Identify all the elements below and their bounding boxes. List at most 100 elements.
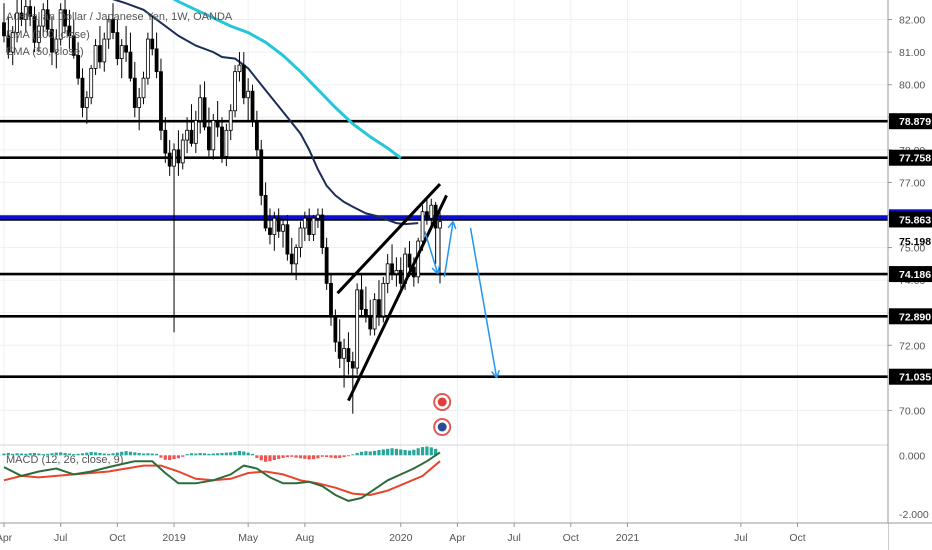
candle-body: [207, 126, 211, 151]
macd-histogram-bar: [390, 448, 394, 456]
candle-body: [268, 227, 272, 235]
candles: [2, 0, 442, 414]
macd-histogram-bar: [98, 452, 102, 456]
candle-body: [80, 77, 85, 108]
level-tag-bg: [889, 113, 932, 130]
candle-body: [398, 269, 403, 284]
macd-histogram-bar: [63, 452, 67, 456]
candle-body: [246, 90, 251, 99]
macd-histogram-bar: [377, 450, 381, 456]
macd-histogram-bar: [290, 455, 294, 457]
macd-histogram-bar: [19, 453, 24, 456]
y-tick-label: 75.00: [899, 243, 925, 255]
candle-body: [93, 45, 98, 69]
candle-body: [185, 129, 190, 141]
macd-line: [3, 451, 441, 502]
candle-body: [10, 32, 15, 53]
candle-body: [132, 77, 137, 108]
candle-body: [350, 361, 355, 369]
candle-body: [163, 129, 168, 154]
macd-histogram-bar: [237, 450, 242, 456]
candle-body: [176, 149, 181, 164]
macd-histogram-bar: [224, 452, 228, 456]
macd-histogram-bar: [320, 455, 324, 457]
japan-flag-icon: [437, 397, 447, 407]
candle-body: [276, 217, 281, 232]
y-tick-label: 81.00: [899, 47, 925, 59]
candle-body: [425, 211, 429, 219]
x-tick-label: 2019: [162, 532, 186, 544]
candle-body: [36, 25, 41, 43]
candle-body: [259, 149, 264, 196]
candle-body: [385, 263, 390, 284]
candle-body: [289, 253, 294, 265]
macd-histogram-bar: [163, 455, 167, 460]
macd-histogram-bar: [124, 451, 128, 456]
event-markers[interactable]: [433, 393, 452, 436]
projection-arrowhead: [491, 371, 498, 379]
macd-histogram-bar: [303, 455, 307, 459]
y-tick-label: 77.00: [899, 177, 925, 189]
candle-body: [67, 25, 72, 37]
macd-histogram-bar: [216, 453, 220, 456]
candle-body: [63, 9, 67, 27]
candle-body: [189, 129, 194, 144]
candle-body: [390, 263, 394, 275]
candle-body: [193, 120, 198, 144]
y-tick-label: 72.00: [899, 340, 925, 352]
level-tag-label: 75.863: [899, 214, 931, 226]
y-tick-label: 82.00: [899, 15, 925, 27]
candle-body: [128, 51, 133, 79]
macd-histogram-bar: [89, 452, 93, 456]
candle-body: [302, 217, 307, 229]
x-tick-label: Jul: [734, 532, 747, 544]
candle-body: [237, 64, 242, 73]
candle-body: [172, 149, 176, 167]
x-tick-label: Apr: [0, 532, 13, 544]
wedge-lower-line: [347, 194, 448, 402]
macd-histogram-bar: [355, 452, 359, 456]
macd-histogram-bar: [264, 455, 268, 462]
macd-histogram-bar: [146, 453, 150, 456]
projection-arrowhead: [431, 267, 439, 275]
candle-body: [298, 227, 303, 248]
level-tag-label: 75.198: [899, 236, 931, 248]
macd-histogram-bar: [329, 455, 333, 458]
x-tick-label: Jul: [54, 532, 67, 544]
macd-histogram-bar: [420, 447, 425, 456]
level-tag-label: 72.890: [899, 311, 931, 323]
macd-histogram-bar: [277, 455, 281, 459]
macd-histogram-bar: [159, 455, 163, 458]
macd-histogram-bar: [76, 453, 80, 456]
level-tag-label: 71.035: [899, 372, 931, 384]
candle-body: [41, 9, 46, 27]
macd-histogram-bar: [338, 455, 342, 458]
candle-body: [377, 299, 381, 317]
ema100-line: [172, 0, 402, 160]
macd-histogram-bar: [46, 453, 50, 456]
candle-body: [6, 35, 11, 53]
candle-body: [320, 214, 325, 248]
candle-body: [355, 289, 360, 369]
macd-histogram-bar: [220, 452, 224, 456]
macd-histogram-bar: [37, 453, 41, 456]
candle-body: [233, 71, 237, 112]
projection-line: [443, 221, 454, 277]
macd-histogram-bar: [229, 452, 233, 456]
candle-body: [372, 299, 377, 330]
macd-histogram-bar: [368, 451, 372, 456]
macd-histogram-bar: [342, 455, 346, 458]
candle-body: [241, 64, 246, 99]
candle-body: [111, 19, 115, 33]
candle-body: [316, 214, 320, 219]
macd-histogram-bar: [32, 452, 37, 456]
macd-histogram-bar: [115, 452, 119, 456]
level-tag-label: 74.186: [899, 269, 931, 281]
macd-histogram-bar: [28, 453, 32, 456]
candle-body: [215, 120, 220, 128]
candle-body: [324, 247, 329, 284]
candle-body: [346, 348, 351, 362]
macd-histogram-bar: [189, 453, 194, 456]
candle-body: [167, 152, 172, 167]
